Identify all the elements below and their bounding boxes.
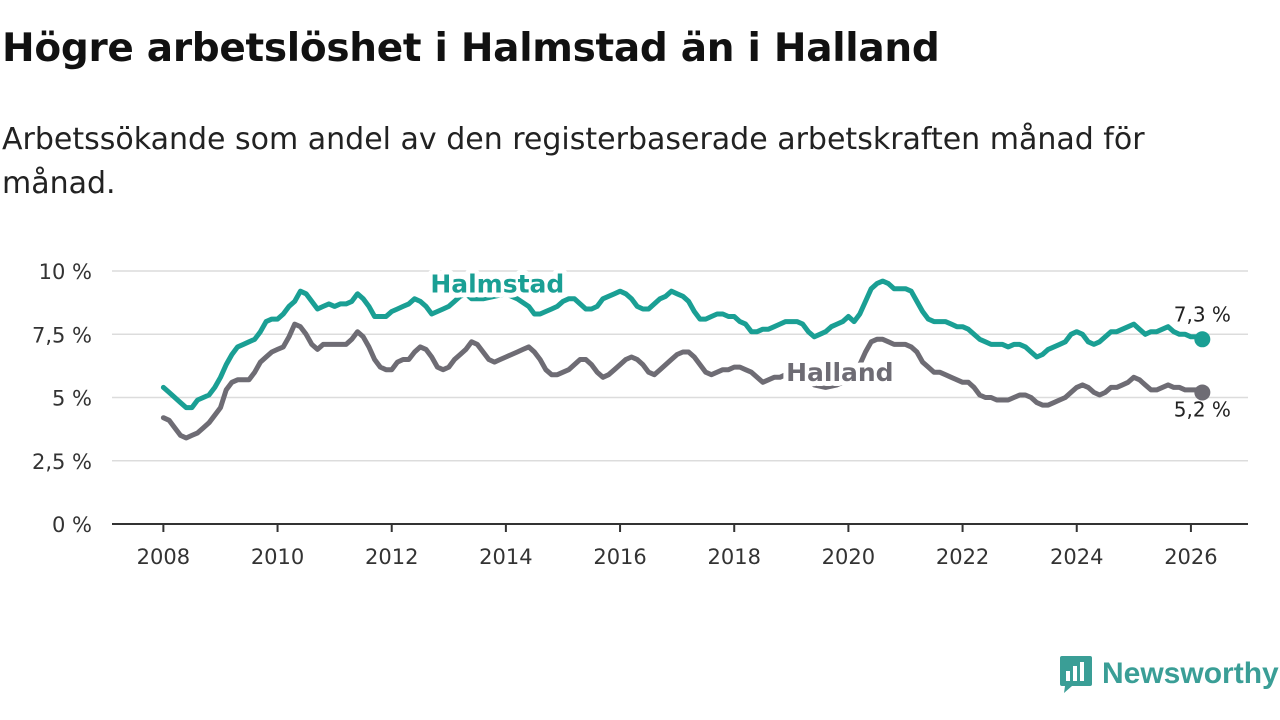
y-tick-label: 5 % xyxy=(52,387,92,411)
x-axis: 2008 2010 2012 2014 2016 2018 2020 2022 2024 2026 xyxy=(112,523,1248,569)
x-tick-label: 2008 xyxy=(137,545,190,569)
series-label-halland: Halland xyxy=(786,358,894,387)
label-layer: Halmstad Halland 7,3 % 5,2 % xyxy=(425,265,1231,422)
newsworthy-logo-icon xyxy=(1060,656,1092,693)
x-tick-label: 2016 xyxy=(593,545,646,569)
x-tick-label: 2014 xyxy=(479,545,532,569)
end-point-halmstad xyxy=(1194,331,1211,348)
series-line-halland xyxy=(160,321,1205,441)
y-tick-label: 7,5 % xyxy=(32,323,92,347)
y-tick-label: 0 % xyxy=(52,513,92,537)
y-tick-label: 10 % xyxy=(39,260,92,284)
end-label-halmstad: 7,3 % xyxy=(1174,303,1231,327)
grid-layer xyxy=(112,270,1248,462)
x-tick-label: 2012 xyxy=(365,545,418,569)
series-layer xyxy=(160,278,1211,441)
series-line-halmstad xyxy=(160,278,1205,411)
series-label-halmstad: Halmstad xyxy=(430,270,564,299)
chart-title: Högre arbetslöshet i Halmstad än i Halla… xyxy=(2,26,940,71)
newsworthy-logo[interactable]: Newsworthy xyxy=(1058,654,1279,694)
x-tick-label: 2010 xyxy=(251,545,304,569)
x-tick-label: 2026 xyxy=(1164,545,1217,569)
newsworthy-logo-text: Newsworthy xyxy=(1102,657,1279,690)
y-axis: 0 % 2,5 % 5 % 7,5 % 10 % xyxy=(32,260,92,537)
x-tick-label: 2022 xyxy=(936,545,989,569)
x-tick-label: 2024 xyxy=(1050,545,1103,569)
end-label-halland: 5,2 % xyxy=(1174,397,1231,421)
x-tick-label: 2020 xyxy=(822,545,875,569)
chart-subtitle: Arbetssökande som andel av den registerb… xyxy=(2,122,1145,201)
end-point-halland xyxy=(1194,384,1211,401)
y-tick-label: 2,5 % xyxy=(32,450,92,474)
x-tick-label: 2018 xyxy=(708,545,761,569)
line-chart: 0 % 2,5 % 5 % 7,5 % 10 % 2008 2010 2012 2014 201… xyxy=(32,260,1248,569)
